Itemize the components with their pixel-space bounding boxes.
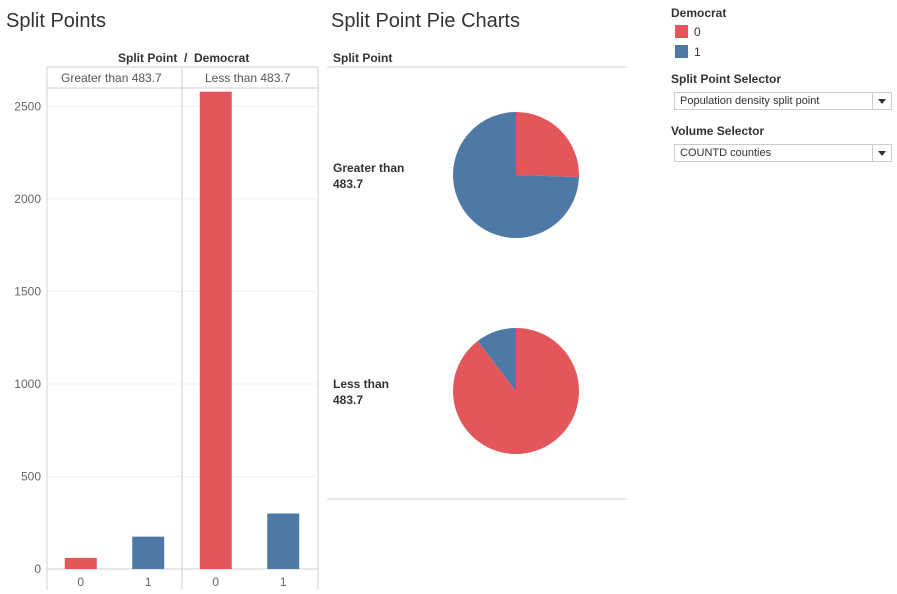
volume-selector-dropdown[interactable]: COUNTD counties [674,144,892,162]
bar-chart-header: Split Point / Democrat [118,51,250,65]
bar-chart-title: Split Points [6,10,107,32]
legend-swatch-0[interactable] [675,25,688,38]
y-tick-label: 500 [21,470,41,484]
bar-x-ticks: 0 1 0 1 [77,575,287,589]
pie-chart [327,66,627,500]
pie-row-label-less-line2: 483.7 [333,393,364,407]
pie-slice-less-1[interactable] [477,328,516,391]
pie-slice-greater-0[interactable] [516,112,579,178]
bar-y-ticks: 0 500 1000 1500 2000 2500 [14,100,41,577]
bar-panel-label-greater: Greater than 483.7 [61,71,162,85]
y-tick-label: 2500 [14,100,41,114]
legend-swatch-1[interactable] [675,45,688,58]
chevron-down-icon[interactable] [872,93,891,109]
pie-row-label-greater-line2: 483.7 [333,177,364,191]
chevron-down-icon[interactable] [872,145,891,161]
pie-row-label-greater: Greater than 483.7 [333,160,404,192]
pie-slice-greater-1[interactable] [453,112,579,239]
bar-panel-label-less: Less than 483.7 [205,71,291,85]
legend-label-1[interactable]: 1 [694,45,701,59]
pie-chart-header: Split Point [333,51,393,65]
bar-chart: 0 500 1000 1500 2000 2500 0 1 0 1 [14,66,319,590]
pie-chart-title: Split Point Pie Charts [331,10,520,32]
legend-title: Democrat [671,6,727,20]
x-tick-label: 1 [145,575,152,589]
bar-gridlines [48,106,318,477]
volume-selector-label: Volume Selector [671,124,765,138]
pie-row-label-less: Less than 483.7 [333,376,389,408]
bar-less-1[interactable] [267,513,300,570]
pie-row-label-less-line1: Less than [333,377,390,391]
x-tick-label: 0 [77,575,84,589]
pie-marks [453,112,579,454]
bar-less-0[interactable] [199,91,232,569]
pie-row-label-greater-line1: Greater than [333,161,405,175]
bar-greater-1[interactable] [132,536,165,569]
split-point-selector-label: Split Point Selector [671,72,782,86]
x-tick-label: 1 [280,575,287,589]
y-tick-label: 2000 [14,192,41,206]
volume-selector-value: COUNTD counties [680,147,772,159]
split-point-selector-dropdown[interactable]: Population density split point [674,92,892,110]
x-tick-label: 0 [212,575,219,589]
bar-greater-0[interactable] [64,557,97,569]
y-tick-label: 1000 [14,377,41,391]
bar-marks [64,91,300,570]
y-tick-label: 0 [34,562,41,576]
split-point-selector-value: Population density split point [680,95,820,107]
legend-label-0[interactable]: 0 [694,25,701,39]
y-tick-label: 1500 [14,285,41,299]
